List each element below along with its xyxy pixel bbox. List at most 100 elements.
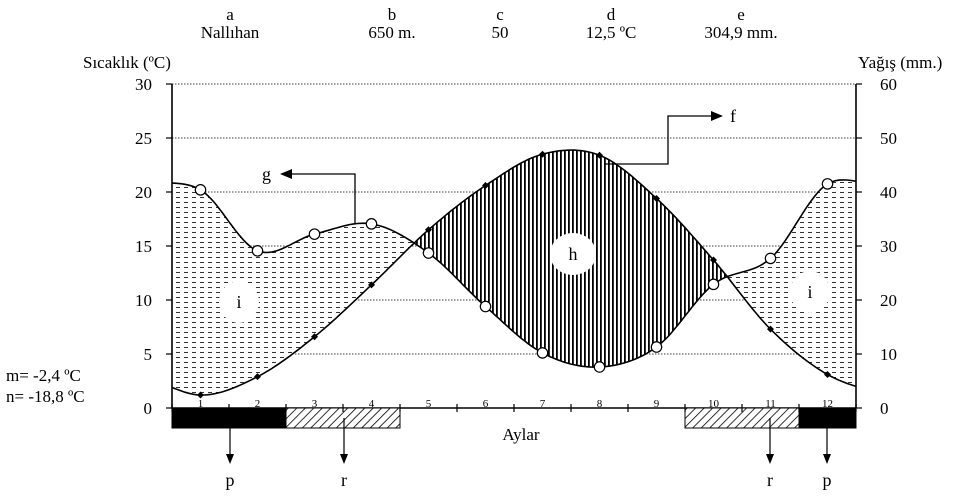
header-value-a: Nallıhan <box>201 23 260 42</box>
temperature-curve <box>172 149 856 396</box>
note-m: m= -2,4 ºC <box>6 366 81 385</box>
label-g-callout: g <box>262 164 356 224</box>
right-tick-labels: 0 10 20 30 40 50 60 <box>856 75 897 418</box>
g-callout-line <box>290 173 356 224</box>
header-key-b: b <box>388 5 397 24</box>
left-tick-label: 10 <box>135 291 152 310</box>
right-tick-label: 10 <box>880 345 897 364</box>
right-tick-label: 20 <box>880 291 897 310</box>
header-value-c: 50 <box>492 23 509 42</box>
x-axis-title: Aylar <box>502 425 539 444</box>
header-key-a: a <box>226 5 234 24</box>
precipitation-point <box>707 278 720 291</box>
label-h: h <box>569 244 578 264</box>
temperature-point <box>311 333 318 341</box>
arrow-r-right-head <box>766 454 774 464</box>
arrow-p-right-head <box>823 454 831 464</box>
precipitation-point <box>764 252 777 265</box>
arrow-p-left-head <box>226 454 234 464</box>
right-tick-label: 30 <box>880 237 897 256</box>
header-row: a Nallıhan b 650 m. c 50 d 12,5 ºC e 304… <box>201 5 778 42</box>
temperature-point <box>767 325 774 333</box>
month-label: 2 <box>255 398 261 410</box>
precipitation-markers <box>194 178 834 373</box>
label-i-left-bg <box>219 281 259 323</box>
month-ticks: 1 2 3 4 5 6 7 8 9 10 11 12 <box>171 398 857 412</box>
precipitation-point <box>365 218 378 230</box>
month-label: 10 <box>708 398 720 410</box>
left-tick-labels: 0 5 10 15 20 25 30 <box>135 75 172 418</box>
temperature-markers <box>197 150 831 399</box>
f-callout-line <box>605 115 712 165</box>
label-i-right-bg <box>790 271 830 313</box>
f-arrow-head <box>711 111 723 121</box>
precipitation-point <box>650 341 663 353</box>
left-tick-label: 30 <box>135 75 152 94</box>
month-label: 9 <box>654 398 660 410</box>
label-g: g <box>262 164 271 184</box>
precipitation-point <box>194 184 207 196</box>
label-i-right-badge: i <box>790 271 830 313</box>
right-tick-label: 40 <box>880 183 897 202</box>
header-key-d: d <box>607 5 616 24</box>
month-label: 3 <box>312 398 318 410</box>
month-label: 8 <box>597 398 603 410</box>
arrow-r-left-head <box>340 454 348 464</box>
surplus-region-dashed <box>172 179 856 395</box>
label-r-left: r <box>341 470 347 490</box>
month-label: 4 <box>369 398 375 410</box>
month-label: 7 <box>540 398 546 410</box>
left-tick-label: 20 <box>135 183 152 202</box>
temperature-point <box>482 182 489 190</box>
temperature-point <box>368 281 375 289</box>
label-i-left: i <box>236 292 241 312</box>
label-f: f <box>730 106 736 126</box>
right-tick-label: 60 <box>880 75 897 94</box>
precipitation-point <box>251 245 264 257</box>
left-tick-label: 15 <box>135 237 152 256</box>
month-label: 6 <box>483 398 489 410</box>
precipitation-point <box>536 347 549 359</box>
precipitation-point <box>593 361 606 373</box>
month-label: 5 <box>426 398 432 410</box>
left-axis-title: Sıcaklık (ºC) <box>83 53 171 72</box>
period-arrows: p r r p <box>226 418 832 490</box>
label-h-badge: h <box>550 233 596 275</box>
temperature-point <box>254 373 261 381</box>
month-label: 1 <box>198 398 204 410</box>
header-key-c: c <box>496 5 504 24</box>
precipitation-curve <box>172 179 856 368</box>
right-axis-title: Yağış (mm.) <box>858 53 942 72</box>
precipitation-point <box>821 178 834 190</box>
header-value-b: 650 m. <box>368 23 415 42</box>
label-p-left: p <box>226 470 235 490</box>
header-value-d: 12,5 ºC <box>586 23 637 42</box>
right-tick-label: 0 <box>880 399 889 418</box>
label-i-left-badge: i <box>219 281 259 323</box>
note-n: n= -18,8 ºC <box>6 387 85 406</box>
label-p-right: p <box>823 470 832 490</box>
month-label: 11 <box>765 398 776 410</box>
label-f-callout: f <box>605 106 736 165</box>
temperature-point <box>824 371 831 379</box>
temperature-point <box>653 194 660 202</box>
precipitation-point <box>479 300 492 313</box>
precipitation-point <box>308 228 321 240</box>
g-arrow-head <box>280 169 292 179</box>
temperature-point <box>710 256 717 264</box>
temperature-point <box>539 150 546 158</box>
left-tick-label: 25 <box>135 129 152 148</box>
label-i-right: i <box>807 282 812 302</box>
temperature-point <box>425 226 432 234</box>
precipitation-point <box>422 247 435 259</box>
header-value-e: 304,9 mm. <box>704 23 777 42</box>
left-tick-label: 0 <box>144 399 153 418</box>
header-key-e: e <box>737 5 745 24</box>
temperature-point <box>596 151 603 159</box>
label-r-right: r <box>767 470 773 490</box>
temperature-point <box>197 391 204 399</box>
left-tick-label: 5 <box>144 345 153 364</box>
right-tick-label: 50 <box>880 129 897 148</box>
label-h-bg <box>550 233 596 275</box>
